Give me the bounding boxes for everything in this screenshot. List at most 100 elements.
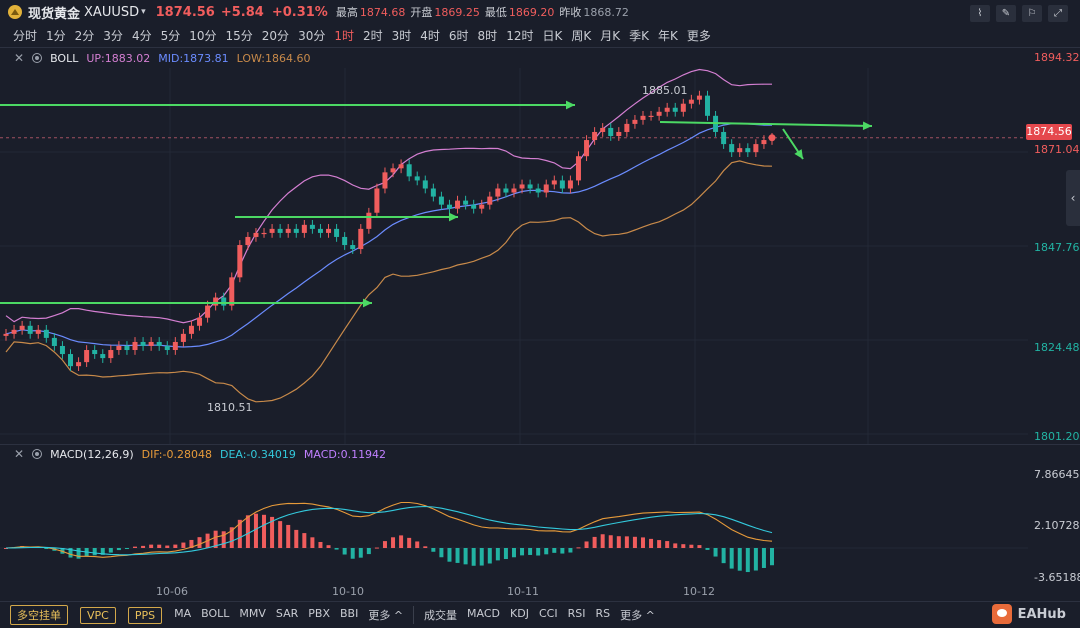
main-indicator-item[interactable]: BBI [339,607,359,620]
candle-body [696,95,702,100]
candle-body [430,188,436,197]
indicator-icon[interactable]: ⚐ [1022,5,1042,22]
eahub-logo-icon [991,604,1012,624]
macd-histogram-bar [624,536,629,548]
main-indicator-item[interactable]: 更多 ^ [368,609,404,622]
draw-pen-icon[interactable]: ✎ [996,5,1016,22]
period-tab[interactable]: 2时 [362,28,383,43]
macd-histogram-bar [511,548,516,558]
period-tab[interactable]: 更多 [686,28,711,43]
sub-indicator-item[interactable]: RSI [567,607,586,620]
pps-button[interactable]: PPS [127,606,163,624]
candle-body [551,180,557,185]
period-tab[interactable]: 15分 [225,28,253,43]
chevron-down-icon[interactable]: ▾ [141,7,146,17]
period-tab[interactable]: 分时 [13,28,38,43]
candle-body [261,232,267,235]
candle-body [567,180,573,189]
candle-body [253,232,259,237]
macd-histogram-bar [649,538,654,548]
price-chart[interactable]: 1885.01 1810.51 [0,68,1028,444]
period-tab[interactable]: 周K [571,28,592,43]
candle-body [519,184,525,189]
period-tab[interactable]: 日K [542,28,563,43]
period-tab[interactable]: 5分 [160,28,181,43]
macd-histogram-bar [479,548,484,566]
close-icon[interactable]: ✕ [14,51,25,65]
chart-type-icon[interactable]: ⌇ [970,5,990,22]
macd-histogram-bar [439,548,444,558]
candle-body [3,333,9,336]
period-tab[interactable]: 10分 [189,28,217,43]
sub-indicator-item[interactable]: 更多 ^ [620,609,655,622]
period-tab[interactable]: 8时 [477,28,498,43]
period-tab[interactable]: 4分 [131,28,152,43]
chevron-left-icon[interactable]: ‹ [1066,170,1080,226]
macd-histogram-bar [407,537,412,548]
period-tab[interactable]: 3时 [391,28,412,43]
macd-histogram-bar [237,519,242,548]
divider [0,601,1080,602]
main-indicator-item[interactable]: PBX [308,607,330,620]
macd-value: MACD:0.11942 [303,447,387,461]
sub-indicator-item[interactable]: MACD [467,607,501,620]
symbol-code[interactable]: XAUUSD [84,4,140,20]
main-indicator-item[interactable]: BOLL [201,607,230,620]
sub-indicator-item[interactable]: RS [595,607,611,620]
macd-histogram-bar [302,533,307,548]
candle-body [592,131,598,141]
period-tab[interactable]: 1分 [46,28,66,43]
stat-high: 最高 1874.68 [336,4,406,20]
period-tab[interactable]: 月K [600,28,621,43]
macd-histogram-bar [92,548,97,556]
candle-body [616,131,622,137]
candle-body [68,354,74,367]
period-tab[interactable]: 年K [657,28,678,43]
candle-body [503,188,509,193]
period-tab[interactable]: 1时 [334,28,354,43]
macd-histogram-bar [657,540,662,548]
macd-histogram-bar [181,542,186,548]
macd-histogram-bar [616,536,621,548]
candle-body [390,168,396,173]
period-tab[interactable]: 4时 [420,28,440,43]
main-indicator-item[interactable]: SAR [275,607,299,620]
macd-name[interactable]: MACD(12,26,9) [50,447,134,461]
long-short-orders-button[interactable]: 多空挂单 [10,605,68,625]
boll-name[interactable]: BOLL [50,51,79,65]
sub-indicator-item[interactable]: 成交量 [424,609,458,622]
period-tab[interactable]: 12时 [506,28,534,43]
vpc-button[interactable]: VPC [80,606,116,624]
period-tab[interactable]: 6时 [448,28,469,43]
candle-body [487,196,493,205]
candle-body [100,354,106,359]
candle-body [172,341,178,351]
main-indicator-item[interactable]: MA [174,607,192,620]
macd-histogram-bar [286,524,291,548]
symbol-name[interactable]: 现货黄金 [28,6,81,22]
fullscreen-icon[interactable]: ⤢ [1048,5,1068,22]
macd-histogram-bar [366,548,371,555]
axis-tick: 2.10728 [1034,519,1080,532]
candle-body [180,333,186,342]
macd-histogram-bar [253,513,258,548]
stat-value: 1869.20 [508,6,555,19]
period-tab[interactable]: 3分 [103,28,123,43]
price-change: +5.84 [220,4,264,20]
period-tab[interactable]: 季K [629,28,649,43]
visibility-icon[interactable] [32,53,43,63]
macd-chart[interactable] [0,462,1028,584]
close-icon[interactable]: ✕ [14,447,25,461]
main-indicator-item[interactable]: MMV [239,607,266,620]
macd-histogram-bar [737,548,742,571]
period-tab[interactable]: 20分 [261,28,290,43]
boll-upper-band [5,68,772,324]
visibility-icon[interactable] [32,449,43,459]
sub-indicator-item[interactable]: CCI [538,607,558,620]
sub-indicator-item[interactable]: KDJ [510,607,529,620]
candle-body [495,188,501,197]
period-tab[interactable]: 2分 [74,28,95,43]
period-tab[interactable]: 30分 [298,28,326,43]
candle-body [382,172,388,189]
candle-body [334,228,340,237]
